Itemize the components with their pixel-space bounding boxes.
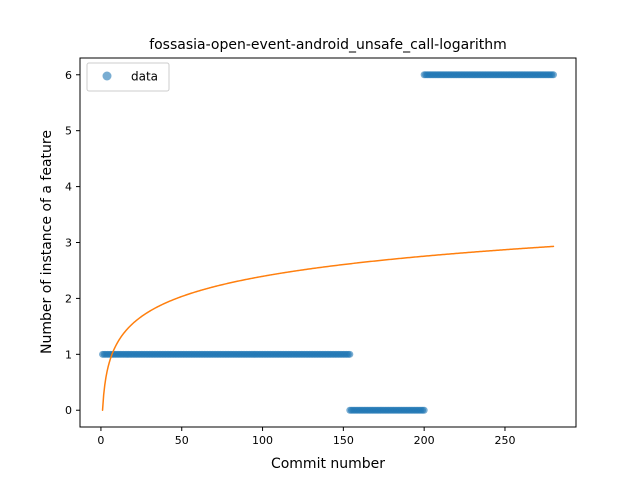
legend-entry-data: data (131, 70, 158, 84)
x-axis-label: Commit number (271, 456, 385, 472)
y-tick-label: 5 (65, 125, 72, 138)
y-tick-label: 1 (65, 348, 72, 361)
legend-box (86, 62, 170, 92)
y-axis-label: Number of instance of a feature (39, 130, 55, 354)
x-tick-label: 250 (494, 434, 515, 447)
x-tick-label: 0 (97, 434, 104, 447)
scatter-point (420, 406, 428, 414)
y-tick-label: 0 (65, 404, 72, 417)
axes-layer: 0 50 100 150 200 250 0 1 2 3 4 5 6 (65, 57, 577, 447)
y-tick-label: 3 (65, 237, 72, 250)
legend: data (86, 62, 170, 92)
scatter-point (549, 71, 557, 79)
y-tick-label: 2 (65, 292, 72, 305)
scatter-point (346, 350, 354, 358)
chart-title: fossasia-open-event-android_unsafe_call-… (149, 37, 507, 53)
marks-layer (99, 71, 557, 414)
fit-line (101, 245, 555, 411)
y-tick-label: 6 (65, 69, 72, 82)
legend-marker-data (102, 71, 112, 81)
x-tick-label: 50 (175, 434, 189, 447)
x-tick-label: 200 (414, 434, 435, 447)
x-tick-label: 150 (333, 434, 354, 447)
x-tick-label: 100 (252, 434, 273, 447)
y-tick-label: 4 (65, 181, 72, 194)
